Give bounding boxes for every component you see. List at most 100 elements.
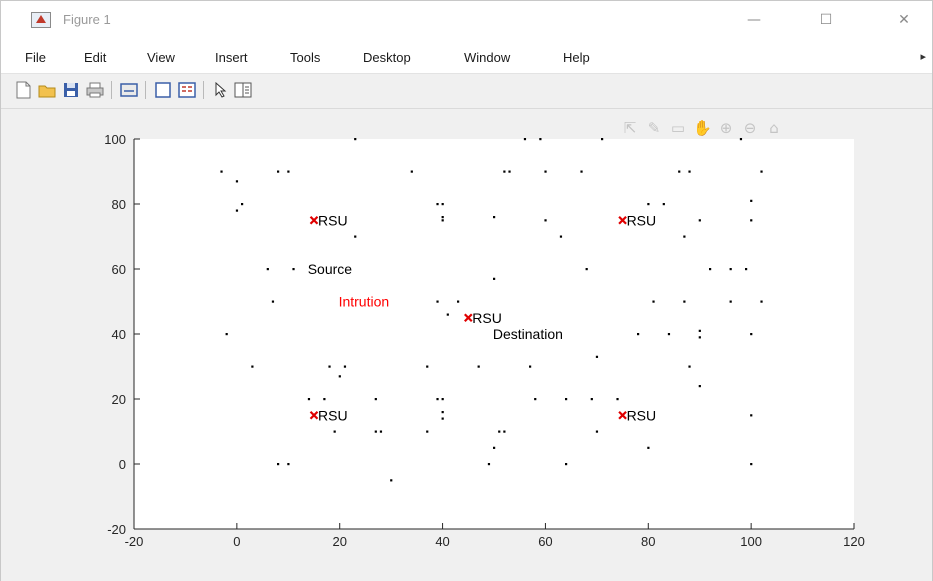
y-tick-label: 100 xyxy=(104,132,126,147)
node-point xyxy=(523,138,527,141)
node-point xyxy=(457,300,460,303)
node-point xyxy=(374,430,377,433)
node-point xyxy=(235,209,239,212)
node-point xyxy=(698,219,701,222)
window-title: Figure 1 xyxy=(63,12,111,27)
node-point xyxy=(343,365,347,368)
menu-tools[interactable]: Tools xyxy=(290,50,321,65)
node-point xyxy=(251,365,254,368)
node-point xyxy=(220,170,223,173)
maximize-button[interactable]: ☐ xyxy=(819,12,833,28)
node-point xyxy=(508,170,511,173)
node-point xyxy=(354,235,357,238)
y-tick-label: 0 xyxy=(119,457,126,472)
node-point xyxy=(277,463,280,466)
node-point xyxy=(436,398,439,401)
menu-edit[interactable]: Edit xyxy=(84,50,107,65)
node-point xyxy=(750,333,753,336)
node-point xyxy=(683,235,686,238)
link-plot-icon[interactable] xyxy=(119,80,139,100)
menu-desktop[interactable]: Desktop xyxy=(363,50,411,65)
node-point xyxy=(662,203,665,206)
edit-plot-icon[interactable] xyxy=(211,80,231,100)
scatter-plot: -20 0 20 40 60 80 100 120 -20 0 20 40 60 80 100 RSU RSU R… xyxy=(104,132,865,549)
x-tick-label: 100 xyxy=(740,534,762,549)
node-point xyxy=(287,170,290,173)
node-point xyxy=(503,170,506,173)
annotation-label: RSU xyxy=(318,407,348,423)
close-button[interactable]: ✕ xyxy=(898,12,910,28)
pan-icon[interactable]: ✋ xyxy=(693,119,712,137)
node-point xyxy=(390,479,393,482)
brush-icon[interactable]: ✎ xyxy=(647,119,661,137)
y-tick-label: 60 xyxy=(112,262,126,277)
menu-window[interactable]: Window xyxy=(464,50,511,65)
node-point xyxy=(333,430,336,433)
node-point xyxy=(585,268,588,271)
menu-view[interactable]: View xyxy=(147,50,175,65)
plot-area xyxy=(134,139,854,529)
x-tick-label: 80 xyxy=(641,534,655,549)
node-point xyxy=(338,375,341,378)
rsu-marker xyxy=(464,313,473,323)
node-point xyxy=(590,398,593,401)
save-icon[interactable] xyxy=(61,80,81,100)
data-tips-icon[interactable]: ▭ xyxy=(670,119,686,137)
node-point xyxy=(739,138,743,141)
y-tick-label: 80 xyxy=(112,197,126,212)
menu-insert[interactable]: Insert xyxy=(215,50,248,65)
hide-plot-tools-icon[interactable] xyxy=(153,80,173,100)
node-point xyxy=(426,365,429,368)
property-editor-icon[interactable] xyxy=(233,80,253,100)
node-point xyxy=(729,268,732,271)
node-point xyxy=(601,138,604,141)
node-point xyxy=(750,219,753,222)
node-point xyxy=(539,138,542,141)
export-icon[interactable]: ⇱ xyxy=(623,119,637,137)
node-point xyxy=(436,203,439,206)
node-point xyxy=(760,300,763,303)
y-tick-label: 40 xyxy=(112,327,126,342)
print-icon[interactable] xyxy=(85,80,105,100)
show-plot-tools-icon[interactable] xyxy=(177,80,197,100)
node-point xyxy=(493,216,496,219)
node-point xyxy=(652,300,655,303)
rsu-marker xyxy=(309,215,319,225)
node-point xyxy=(698,329,701,332)
menu-file[interactable]: File xyxy=(25,50,46,65)
node-point xyxy=(323,398,326,401)
y-tick-label: -20 xyxy=(107,522,126,537)
x-tick-label: 60 xyxy=(538,534,552,549)
zoom-in-icon[interactable]: ⊕ xyxy=(719,119,733,137)
node-point xyxy=(235,180,239,183)
node-point xyxy=(683,300,686,303)
node-point xyxy=(292,268,295,271)
x-tick-label: 20 xyxy=(332,534,346,549)
new-figure-icon[interactable] xyxy=(13,80,33,100)
node-point xyxy=(565,463,568,466)
node-point xyxy=(637,333,640,336)
node-point xyxy=(750,414,753,417)
node-point xyxy=(271,300,275,303)
node-point xyxy=(307,398,311,401)
menu-help[interactable]: Help xyxy=(563,50,590,65)
figure-toolbar xyxy=(1,74,932,109)
annotation-label: RSU xyxy=(318,212,348,228)
node-point xyxy=(426,430,429,433)
node-point xyxy=(493,446,496,449)
node-point xyxy=(374,398,377,401)
x-tick-label: 40 xyxy=(435,534,449,549)
node-point xyxy=(441,417,444,420)
y-tick-label: 20 xyxy=(112,392,126,407)
node-point xyxy=(354,138,357,141)
node-point xyxy=(544,170,547,173)
open-file-icon[interactable] xyxy=(37,80,57,100)
home-icon[interactable]: ⌂ xyxy=(769,119,779,137)
node-point xyxy=(266,268,269,271)
node-point xyxy=(745,268,748,271)
zoom-out-icon[interactable]: ⊖ xyxy=(743,119,757,137)
menu-overflow-icon[interactable]: ▸ xyxy=(920,51,926,63)
node-point xyxy=(565,398,568,401)
minimize-button[interactable]: — xyxy=(747,12,761,28)
